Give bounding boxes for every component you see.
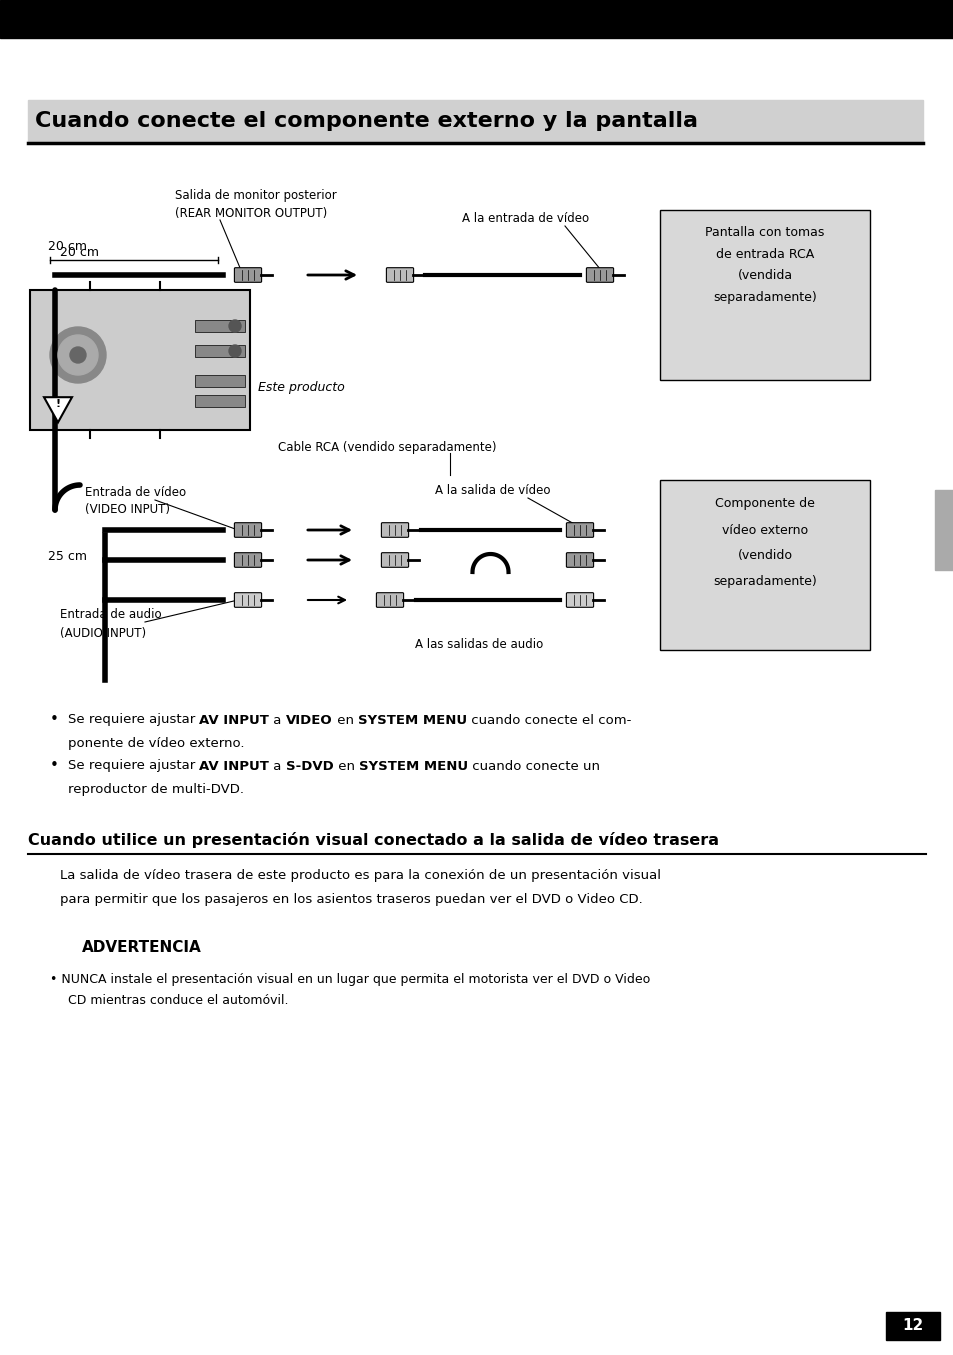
Text: (REAR MONITOR OUTPUT): (REAR MONITOR OUTPUT) xyxy=(174,206,327,220)
Text: A las salidas de audio: A las salidas de audio xyxy=(415,638,542,652)
Bar xyxy=(659,480,869,650)
Bar xyxy=(659,210,869,379)
Text: S-DVD: S-DVD xyxy=(286,760,334,772)
FancyBboxPatch shape xyxy=(566,553,593,568)
Text: (vendida: (vendida xyxy=(737,270,792,282)
Text: 25 cm: 25 cm xyxy=(48,550,87,562)
Bar xyxy=(28,100,923,144)
Text: Cuando utilice un presentación visual conectado a la salida de vídeo trasera: Cuando utilice un presentación visual co… xyxy=(28,832,719,848)
FancyBboxPatch shape xyxy=(234,553,261,568)
Polygon shape xyxy=(44,397,71,423)
Circle shape xyxy=(229,320,241,332)
Text: Cuando conecte el componente externo y la pantalla: Cuando conecte el componente externo y l… xyxy=(35,111,698,131)
Text: Entrada de vídeo: Entrada de vídeo xyxy=(85,485,186,499)
Text: SYSTEM MENU: SYSTEM MENU xyxy=(357,714,467,726)
Text: ponente de vídeo externo.: ponente de vídeo externo. xyxy=(68,737,244,749)
Text: Cable RCA (vendido separadamente): Cable RCA (vendido separadamente) xyxy=(277,442,496,454)
Text: Entrada de audio: Entrada de audio xyxy=(60,608,161,622)
Text: (AUDIO INPUT): (AUDIO INPUT) xyxy=(60,626,146,640)
Text: 20 cm: 20 cm xyxy=(60,245,99,259)
Circle shape xyxy=(50,327,106,383)
Text: •: • xyxy=(50,713,59,728)
FancyBboxPatch shape xyxy=(386,268,414,282)
Text: (vendido: (vendido xyxy=(737,550,792,562)
Text: Se requiere ajustar: Se requiere ajustar xyxy=(68,760,199,772)
FancyBboxPatch shape xyxy=(381,523,408,538)
Text: de entrada RCA: de entrada RCA xyxy=(715,248,813,260)
Circle shape xyxy=(70,347,86,363)
FancyBboxPatch shape xyxy=(234,268,261,282)
Text: en: en xyxy=(334,760,358,772)
Bar xyxy=(885,1312,939,1340)
FancyBboxPatch shape xyxy=(234,592,261,607)
Text: reproductor de multi-DVD.: reproductor de multi-DVD. xyxy=(68,782,244,795)
FancyBboxPatch shape xyxy=(234,523,261,538)
Text: Componente de: Componente de xyxy=(715,497,814,511)
Text: SYSTEM MENU: SYSTEM MENU xyxy=(358,760,468,772)
Text: (VIDEO INPUT): (VIDEO INPUT) xyxy=(85,504,170,516)
Circle shape xyxy=(58,335,98,375)
Bar xyxy=(194,375,245,388)
Text: 12: 12 xyxy=(902,1318,923,1333)
Circle shape xyxy=(229,346,241,356)
Text: ADVERTENCIA: ADVERTENCIA xyxy=(82,940,201,955)
Text: •: • xyxy=(50,759,59,774)
Bar xyxy=(194,346,245,356)
Bar xyxy=(194,396,245,406)
Text: A la salida de vídeo: A la salida de vídeo xyxy=(435,484,550,496)
Bar xyxy=(30,290,250,430)
Text: VIDEO: VIDEO xyxy=(286,714,333,726)
Text: 20 cm: 20 cm xyxy=(48,240,87,252)
Text: Salida de monitor posterior: Salida de monitor posterior xyxy=(174,188,336,202)
Text: AV INPUT: AV INPUT xyxy=(199,760,269,772)
Text: en: en xyxy=(333,714,357,726)
FancyBboxPatch shape xyxy=(566,592,593,607)
FancyBboxPatch shape xyxy=(381,553,408,568)
FancyBboxPatch shape xyxy=(586,268,613,282)
Text: para permitir que los pasajeros en los asientos traseros puedan ver el DVD o Vid: para permitir que los pasajeros en los a… xyxy=(60,893,642,905)
Text: AV INPUT: AV INPUT xyxy=(199,714,269,726)
FancyBboxPatch shape xyxy=(566,523,593,538)
Text: separadamente): separadamente) xyxy=(713,291,816,305)
Bar xyxy=(0,0,953,38)
Bar xyxy=(194,320,245,332)
Text: !: ! xyxy=(55,398,60,409)
Text: Se requiere ajustar: Se requiere ajustar xyxy=(68,714,199,726)
Text: a: a xyxy=(269,760,286,772)
Text: cuando conecte el com-: cuando conecte el com- xyxy=(467,714,631,726)
FancyBboxPatch shape xyxy=(376,592,403,607)
Text: • NUNCA instale el presentación visual en un lugar que permita el motorista ver : • NUNCA instale el presentación visual e… xyxy=(50,973,650,986)
Bar xyxy=(934,491,953,570)
Text: Este producto: Este producto xyxy=(257,382,344,394)
Text: cuando conecte un: cuando conecte un xyxy=(468,760,599,772)
Text: a: a xyxy=(269,714,286,726)
Text: separadamente): separadamente) xyxy=(713,576,816,588)
Text: CD mientras conduce el automóvil.: CD mientras conduce el automóvil. xyxy=(68,993,288,1007)
Text: A la entrada de vídeo: A la entrada de vídeo xyxy=(461,211,589,225)
Text: La salida de vídeo trasera de este producto es para la conexión de un presentaci: La salida de vídeo trasera de este produ… xyxy=(60,870,660,882)
Text: Pantalla con tomas: Pantalla con tomas xyxy=(704,225,823,238)
Text: vídeo externo: vídeo externo xyxy=(721,523,807,537)
